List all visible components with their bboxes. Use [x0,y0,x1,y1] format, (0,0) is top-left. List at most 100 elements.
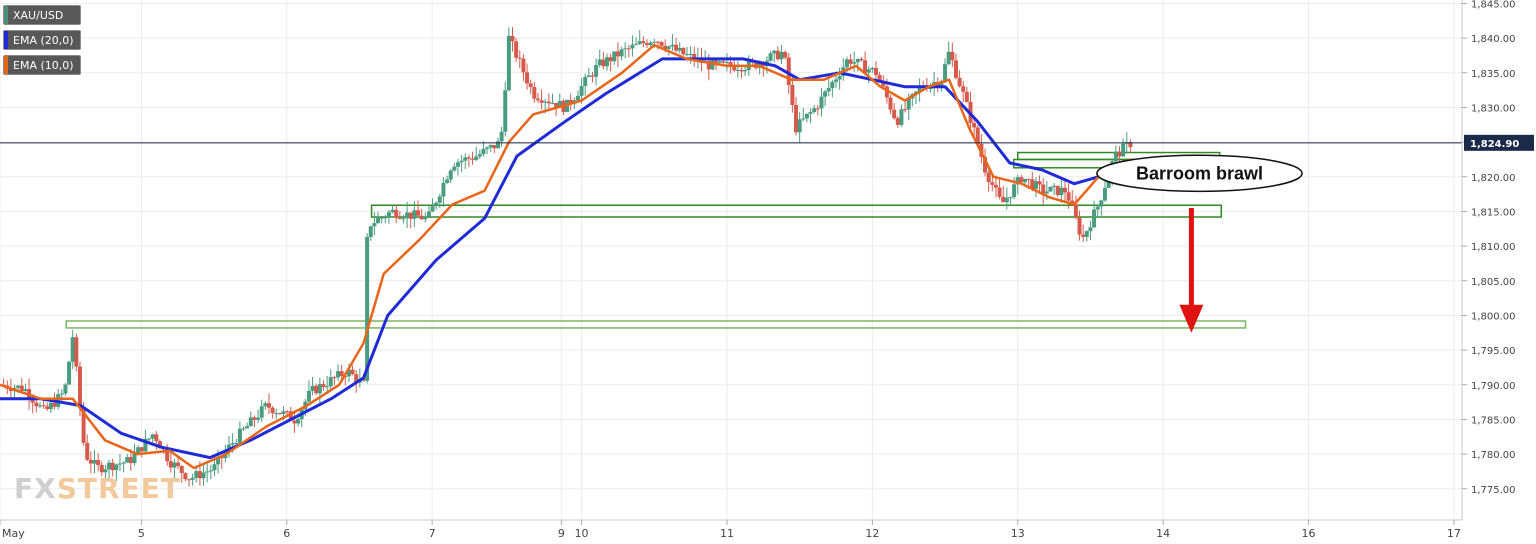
candle-body [19,385,24,391]
candle-body [455,162,460,167]
candle-body [183,473,188,480]
candle-body [252,417,257,420]
candle-body [550,103,555,105]
candle-body [463,157,468,161]
candle-body [972,122,977,128]
candle-body [692,53,697,61]
candle-body [1102,187,1107,201]
candle-body [114,464,119,471]
candle-body [801,118,806,120]
candle-body [732,66,737,71]
candle-body [517,57,522,59]
candle-body [826,87,831,92]
x-tick-label: May [2,527,25,540]
candle-body [895,118,900,125]
candle-body [23,389,28,391]
candle-body [361,378,366,381]
candle-body [615,51,620,57]
candle-body [939,81,944,87]
candle-body [470,158,475,160]
candle-body [317,384,322,394]
y-tick-label: 1,800.00 [1471,311,1516,322]
candle-body [321,384,326,388]
candle-body [953,60,958,78]
ema10-line [0,43,1132,470]
candle-body [612,51,617,62]
candle-body [139,447,144,452]
candle-body [873,67,878,75]
candle-body [150,434,155,439]
price-candles [1,27,1133,487]
candle-body [899,109,904,125]
x-tick-label: 6 [283,527,290,540]
candle-body [328,377,333,387]
candle-body [597,59,602,66]
legend-label: XAU/USD [13,8,64,22]
candle-body [52,402,57,407]
candle-body [630,44,635,49]
candle-body [70,337,75,362]
candle-body [943,64,948,82]
candle-body [950,51,955,61]
candle-body [993,184,998,188]
candle-body [499,131,504,142]
current-price-tag [1464,134,1534,151]
candle-body [503,90,508,132]
candle-body [292,420,297,424]
candle-body [74,337,79,367]
candle-body [85,442,90,460]
y-tick-label: 1,790.00 [1471,381,1516,392]
legend-item-xauusd[interactable]: XAU/USD [3,5,81,25]
candle-body [37,405,42,407]
candle-body [1041,184,1046,194]
candle-body [481,148,486,155]
candle-body [1001,196,1006,203]
y-tick-label: 1,810.00 [1471,242,1516,253]
candle-body [1055,185,1060,196]
legend-item-ema10[interactable]: EMA (10,0) [3,55,81,75]
candle-body [492,145,497,149]
candle-body [248,417,253,427]
legend-item-ema20[interactable]: EMA (20,0) [3,30,81,50]
candle-body [855,58,860,63]
candle-body [205,471,210,473]
candle-body [626,48,631,50]
candle-body [1059,187,1064,196]
candle-body [579,85,584,96]
candle-body [917,86,922,92]
candle-body [270,407,275,414]
candle-body [688,53,693,55]
candle-body [837,76,842,80]
candle-body [884,86,889,98]
candle-body [783,51,788,58]
candle-body [437,196,442,203]
legend-swatch [4,56,8,74]
candle-body [990,182,995,185]
zone-rect [65,320,1247,329]
ema-lines [0,43,1132,470]
annotations: Barroom brawl [0,142,1462,333]
candle-body [605,57,610,67]
candle-body [677,47,682,51]
candle-body [568,99,573,104]
legend-swatch [4,31,8,49]
candle-body [608,57,613,62]
candle-body [804,113,809,119]
candle-body [794,105,799,133]
candle-body [554,103,559,108]
candle-body [266,403,271,408]
candle-body [419,215,424,220]
x-tick-label: 7 [429,527,436,540]
candle-body [986,172,991,183]
candle-body [430,206,435,212]
candle-body [310,385,315,391]
candle-body [350,369,355,375]
candle-body [637,41,642,44]
candle-body [535,98,540,101]
candle-body [681,47,686,55]
candle-body [190,477,195,480]
candle-body [234,443,239,445]
candle-body [1066,192,1071,201]
